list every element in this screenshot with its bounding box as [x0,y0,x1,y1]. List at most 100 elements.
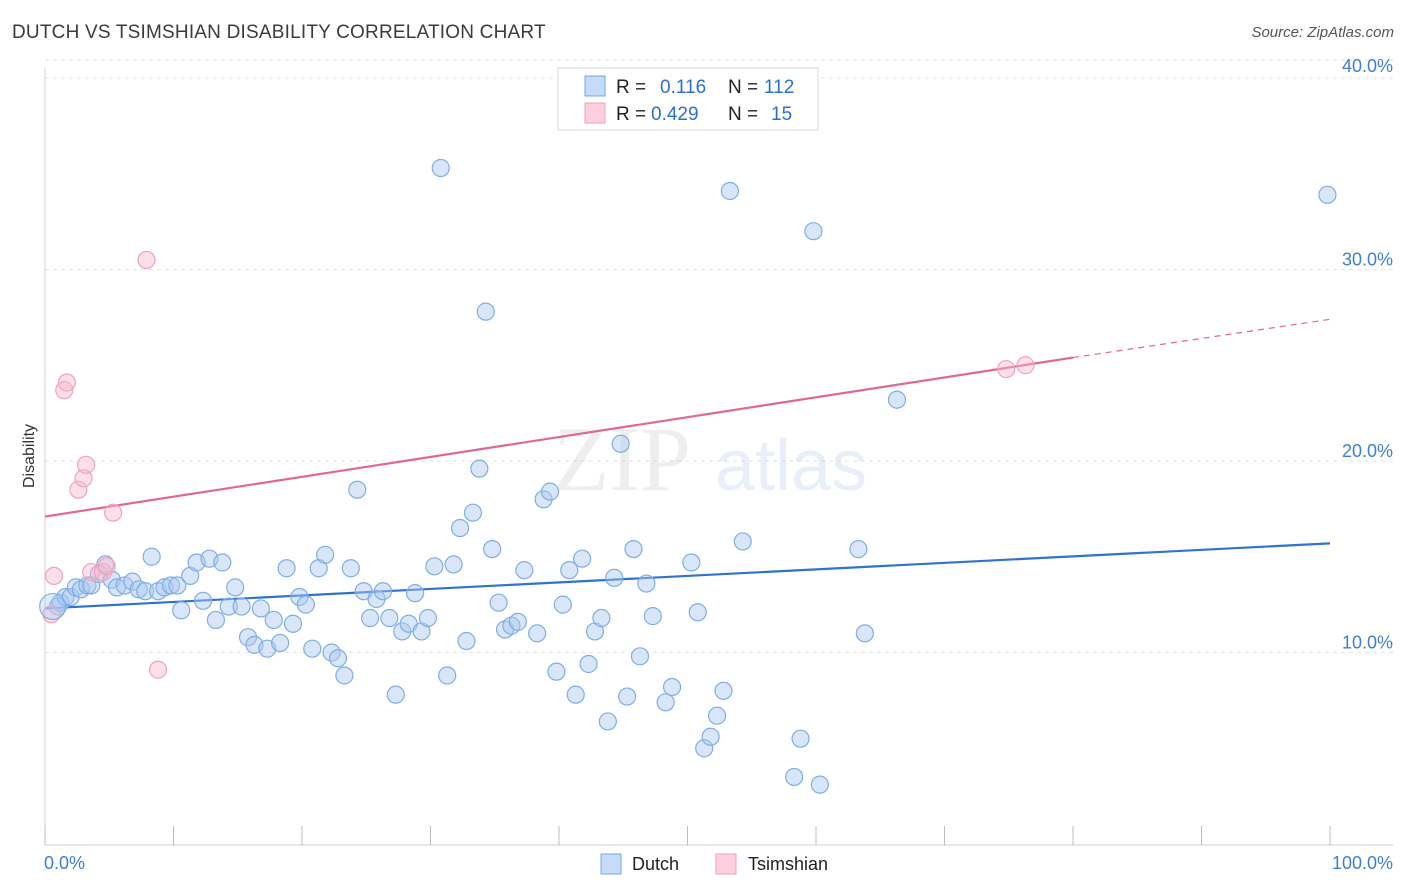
dutch-point [373,582,393,601]
dutch-point [598,712,617,731]
dutch-point [605,568,624,587]
dutch-point [476,302,495,321]
dutch-point [361,608,380,628]
dutch-point [251,599,270,618]
y-tick-label: 40.0% [1342,56,1393,76]
dutch-point [142,547,161,566]
x-tick-label: 0.0% [44,853,85,873]
dutch-point [701,727,720,746]
dutch-point [483,539,502,559]
legend-r-value: 0.116 [660,77,706,98]
dutch-point [547,662,566,681]
tsimshian-trend-line [44,356,1074,518]
legend-swatch-dutch [584,75,606,97]
legend-r-label: R = [616,104,646,125]
dutch-point [611,434,630,453]
tick-labels: 10.0% 20.0% 30.0% 40.0% 0.0% 100.0% [44,56,1393,873]
dutch-point [656,693,675,712]
grid-lines [45,59,1393,653]
dutch-point [887,390,907,409]
dutch-point [348,480,367,499]
dutch-point [688,603,707,622]
legend-tsimshian-label: Tsimshian [748,854,828,874]
tsimshian-point [104,503,123,522]
tsimshian-trend-extension [1072,318,1331,359]
dutch-point [386,685,405,704]
dutch-point [592,608,611,628]
dutch-point [695,739,714,758]
dutch-point [560,561,579,580]
dutch-point [508,612,527,631]
legend-swatch-tsimshian [584,102,606,124]
x-tick-label: 100.0% [1332,853,1393,873]
dutch-point [438,666,457,685]
dutch-point [707,706,727,725]
dutch-point [540,482,560,501]
source-label: Source: ZipAtlas.com [1251,24,1394,41]
dutch-point [219,597,238,616]
dutch-point [720,181,740,201]
legend-n-label: N = [728,77,758,98]
data-points [39,158,1337,794]
dutch-point [78,576,97,595]
dutch-point [450,518,470,538]
bottom-swatch-dutch [600,853,622,875]
watermark: ZIP atlas [553,408,867,510]
legend-n-value: 112 [764,77,794,98]
tsimshian-point [69,480,88,499]
dutch-point [341,559,360,578]
dutch-point [463,503,483,522]
dutch-point [168,576,187,595]
dutch-point [264,610,283,630]
tsimshian-point [1016,356,1035,375]
dutch-point [515,561,534,580]
tsimshian-point [997,359,1016,379]
dutch-point [637,574,656,593]
dutch-point [553,595,572,614]
trend-lines [44,318,1331,610]
dutch-point [277,559,296,578]
legend-n-value: 15 [771,104,792,125]
dutch-point [296,595,315,614]
dutch-point [579,654,598,674]
dutch-point [470,459,489,478]
dutch-point [804,222,823,241]
svg-text:atlas: atlas [715,426,867,506]
y-tick-label: 20.0% [1342,441,1393,461]
tsimshian-point [44,566,64,586]
dutch-point [232,597,251,616]
chart-title: DUTCH VS TSIMSHIAN DISABILITY CORRELATIO… [12,22,546,43]
dutch-point [457,631,476,651]
dutch-point [425,557,444,576]
dutch-point [618,687,637,706]
dutch-point [39,592,67,621]
dutch-point [785,767,804,787]
legend-r-value: 0.429 [651,104,699,125]
dutch-point [283,614,303,633]
dutch-point [206,610,226,630]
legend-dutch-label: Dutch [632,854,679,874]
dutch-point [303,639,322,658]
dutch-point [682,553,701,572]
dutch-point [714,681,733,700]
y-axis-label: Disability [21,424,38,488]
dutch-point [528,624,547,643]
correlation-legend: R = 0.116 N = 112 R = 0.429 N = 15 [557,67,819,131]
dutch-point [129,580,148,599]
dutch-point [733,532,752,551]
dutch-point [226,578,245,597]
dutch-point [849,539,868,559]
tsimshian-point [57,373,76,392]
dutch-point [662,677,682,697]
dutch-point [271,633,290,653]
dutch-point [418,608,438,628]
bottom-swatch-tsimshian [715,853,737,875]
dutch-point [489,593,508,612]
dutch-point [172,601,191,620]
dutch-point [444,555,463,574]
legend-n-label: N = [728,104,758,125]
dutch-point [566,685,585,704]
tsimshian-point [148,660,168,679]
y-tick-label: 10.0% [1342,633,1393,653]
svg-text:ZIP: ZIP [553,408,691,510]
